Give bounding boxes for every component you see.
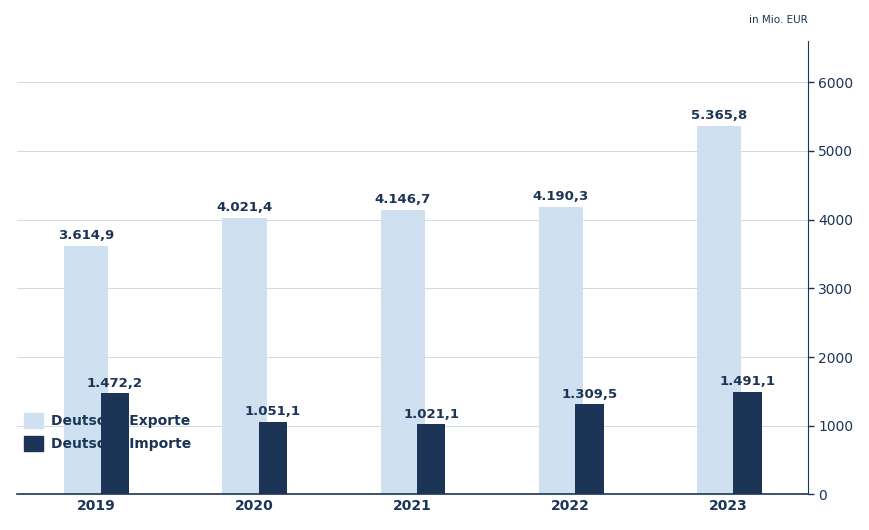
Text: 3.614,9: 3.614,9 <box>58 229 115 242</box>
Text: 1.472,2: 1.472,2 <box>87 376 143 390</box>
Legend: Deutsche Exporte, Deutsche Importe: Deutsche Exporte, Deutsche Importe <box>23 413 191 451</box>
Bar <box>101 393 129 494</box>
Bar <box>380 209 424 494</box>
Text: 5.365,8: 5.365,8 <box>690 109 746 122</box>
Text: 4.021,4: 4.021,4 <box>216 201 272 214</box>
Bar <box>696 126 740 494</box>
Text: 1.051,1: 1.051,1 <box>245 405 301 419</box>
Bar <box>258 422 287 494</box>
Text: 1.309,5: 1.309,5 <box>561 388 617 401</box>
Text: 1.021,1: 1.021,1 <box>402 408 459 420</box>
Bar <box>416 425 445 494</box>
Bar <box>574 404 603 494</box>
Text: 4.146,7: 4.146,7 <box>375 193 430 206</box>
Text: 1.491,1: 1.491,1 <box>719 375 775 388</box>
Bar <box>538 207 582 494</box>
Bar <box>64 246 109 494</box>
Text: in Mio. EUR: in Mio. EUR <box>748 15 806 25</box>
Bar <box>222 218 267 494</box>
Text: 4.190,3: 4.190,3 <box>532 190 588 203</box>
Bar <box>733 392 761 494</box>
